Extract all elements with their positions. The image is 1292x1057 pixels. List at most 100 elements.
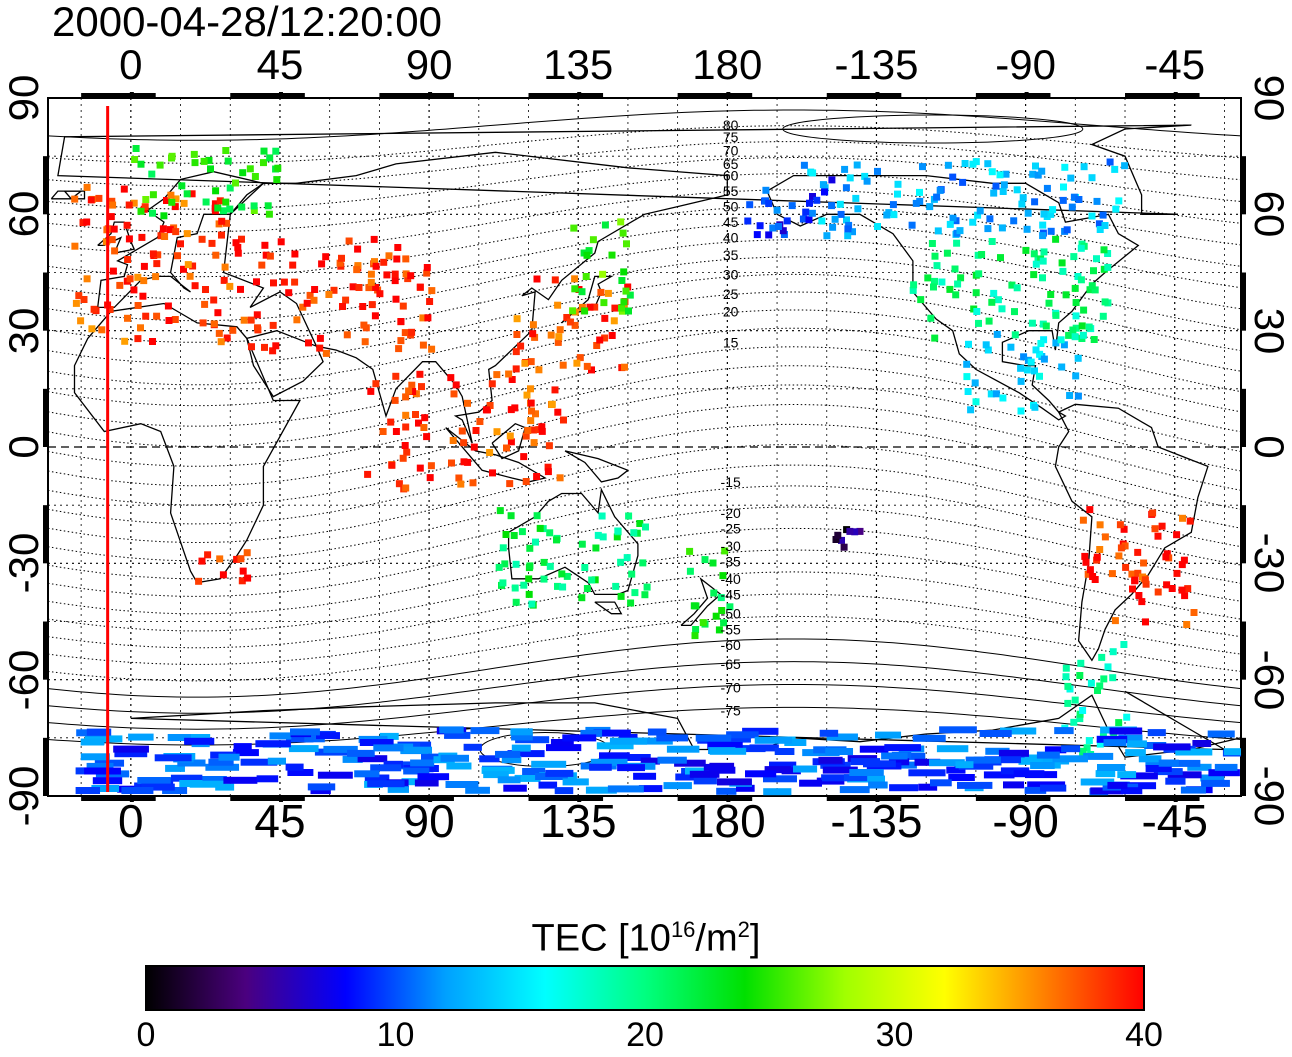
tec-patch-central-america: [1057, 336, 1065, 344]
tec-patch-antarctic-ring: [984, 756, 1021, 764]
tec-patch-southeast-asia: [533, 473, 541, 480]
tec-patch-antarctic-ring: [709, 766, 736, 774]
tec-patch-antarctic-ring: [184, 737, 215, 745]
tec-patch-antarctic-ring: [693, 777, 717, 785]
contour-line: [47, 527, 1242, 615]
tec-patch-antarctic-ring: [522, 768, 546, 775]
tec-patch-europe: [109, 201, 117, 209]
frame-ticks: [43, 92, 1246, 802]
tec-patch-china-japan: [563, 314, 571, 321]
tec-patch-europe: [80, 296, 88, 303]
tec-patch-north-america: [931, 252, 939, 260]
tec-patch-south-america: [1163, 581, 1171, 589]
contour-line: [47, 444, 1242, 544]
tec-patch-europe: [90, 305, 98, 313]
tec-patch-central-america: [1017, 364, 1025, 372]
tec-patch-new-zealand: [717, 594, 725, 602]
tec-patch-antarctic-ring: [255, 740, 291, 748]
tec-patch-antarctic-ring: [663, 782, 692, 790]
tec-patch-canada: [1019, 194, 1027, 202]
tec-patch-australia: [617, 558, 625, 566]
tec-patch-canada: [849, 228, 856, 236]
tec-patch-southeast-asia: [452, 381, 460, 389]
tec-patch-antarctic-ring: [979, 730, 1012, 737]
tec-patch-antarctic-ring: [889, 784, 919, 792]
tec-patch-east-europe: [342, 296, 350, 304]
tec-patch-canada: [842, 184, 850, 192]
tec-patch-antarctic-ring: [754, 736, 793, 744]
tec-patch-north-america: [933, 262, 941, 270]
tec-patch-antarctic-ring: [1120, 772, 1158, 780]
tec-patch-southeast-asia: [460, 439, 468, 447]
tec-patch-europe: [218, 231, 225, 239]
contour-label: 80: [723, 117, 739, 133]
tec-patch-alaska: [821, 188, 828, 196]
contour-label: -15: [721, 474, 741, 490]
tec-patch-southeast-asia: [470, 443, 478, 451]
tec-patch-south-america: [1128, 570, 1136, 578]
contour-line: [47, 384, 1242, 487]
tec-patch-south-america: [1096, 521, 1104, 529]
tec-patch-east-europe: [261, 241, 269, 249]
tec-patch-antarctic-ring: [1158, 759, 1179, 767]
tec-patch-europe: [177, 240, 184, 248]
tec-patch-north-america: [931, 334, 939, 342]
tec-patch-antarctic-ring: [347, 749, 375, 757]
tec-patch-east-europe: [316, 344, 324, 352]
contour-line: [47, 638, 1242, 698]
contour-line: [47, 346, 1242, 447]
tec-patch-south-africa: [204, 551, 212, 559]
tec-patch-central-america: [1040, 336, 1048, 344]
tec-patch-north-america: [1090, 336, 1098, 343]
tec-patch-canada: [1010, 217, 1018, 225]
tec-patch-canada: [1095, 220, 1103, 228]
tec-patch-antarctic-ring: [769, 761, 797, 769]
tec-patch-east-europe: [310, 296, 318, 304]
tec-patch-southeast-asia: [506, 480, 514, 488]
tec-patch-antarctic-ring: [1153, 743, 1191, 751]
tec-patch-central-america: [1036, 372, 1043, 380]
tec-patch-southeast-asia: [488, 380, 496, 388]
left-tick-label: -60: [0, 649, 47, 711]
tec-patch-east-europe: [391, 277, 399, 285]
tec-patch-east-europe: [371, 312, 379, 320]
tec-patch-australia: [501, 560, 509, 568]
tec-patch-scandinavia: [239, 169, 247, 177]
tec-patch-south-america: [1084, 570, 1092, 578]
frame-bar-top: [81, 93, 156, 98]
tec-patch-north-america: [930, 283, 937, 291]
tec-patch-north-america: [1047, 291, 1055, 298]
tec-patch-australia: [643, 583, 651, 591]
tec-patch-north-america: [1071, 284, 1079, 292]
contour-label: 55: [723, 183, 739, 199]
tec-patch-scandinavia: [265, 210, 273, 218]
tec-patch-australia: [553, 536, 560, 544]
tec-patch-southeast-asia: [538, 427, 546, 435]
tec-patch-scandinavia: [183, 190, 191, 198]
tec-patch-europe: [124, 256, 132, 263]
tec-patch-antarctic-ring: [196, 776, 227, 783]
tec-patch-southeast-asia: [493, 371, 501, 379]
tec-patch-scandinavia: [232, 179, 239, 187]
tec-patch-scandinavia: [274, 164, 282, 172]
tec-patch-central-america: [971, 379, 979, 387]
tec-patch-pacific-south: [856, 527, 864, 535]
tec-patch-south-america: [1142, 618, 1149, 626]
tec-patch-antarctic-ring: [884, 744, 921, 752]
contour-label: 45: [723, 214, 739, 230]
tec-patch-east-europe: [361, 338, 369, 346]
tec-patch-antarctic-ring: [859, 745, 889, 753]
tec-patch-central-america: [1031, 403, 1039, 411]
tec-patch-patagonia: [1079, 747, 1087, 755]
tec-patch-europe: [149, 250, 157, 258]
tec-patch-southeast-asia: [472, 427, 480, 434]
tec-patch-india: [372, 380, 380, 388]
tec-patch-south-africa: [195, 577, 203, 585]
tec-patch-japan-north: [625, 307, 632, 315]
frame-bar-left: [43, 388, 48, 447]
tec-patch-east-europe: [349, 283, 357, 291]
tec-patch-scandinavia: [266, 154, 274, 162]
tec-patch-canada: [988, 168, 996, 176]
tec-patch-southeast-asia: [544, 468, 552, 476]
tec-patch-antarctic-ring: [304, 735, 325, 743]
